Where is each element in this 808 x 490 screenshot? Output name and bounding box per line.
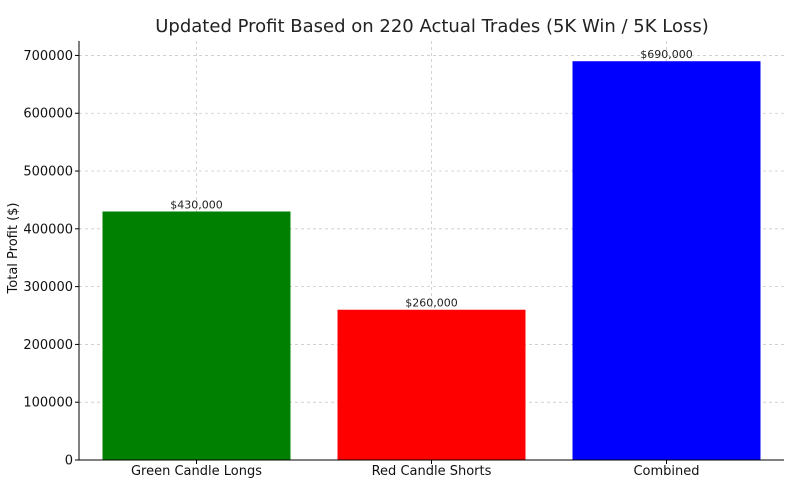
y-tick-label: 300000 bbox=[23, 280, 73, 295]
data-label: $430,000 bbox=[170, 198, 223, 211]
y-tick-label: 100000 bbox=[23, 396, 73, 411]
bar-red-candle-shorts bbox=[337, 309, 526, 460]
bar-combined bbox=[572, 61, 761, 460]
y-tick-label: 400000 bbox=[23, 222, 73, 237]
x-tick-label: Red Candle Shorts bbox=[372, 464, 492, 479]
axes: 0 100000 200000 300000 400000 500000 600000 700… bbox=[23, 41, 784, 479]
y-axis-label: Total Profit ($) bbox=[6, 203, 21, 295]
data-label: $260,000 bbox=[405, 297, 458, 310]
y-tick-label: 200000 bbox=[23, 338, 73, 353]
bars bbox=[102, 61, 761, 460]
x-tick-label: Combined bbox=[633, 464, 699, 479]
y-tick-label: 700000 bbox=[23, 49, 73, 64]
y-tick-label: 500000 bbox=[23, 165, 73, 180]
y-tick-label: 0 bbox=[65, 454, 73, 469]
data-labels: $430,000 $260,000 $690,000 bbox=[170, 48, 693, 310]
data-label: $690,000 bbox=[640, 48, 693, 61]
chart-title: Updated Profit Based on 220 Actual Trade… bbox=[155, 16, 709, 37]
x-tick-label: Green Candle Longs bbox=[131, 464, 262, 479]
y-tick-label: 600000 bbox=[23, 107, 73, 122]
bar-green-candle-longs bbox=[102, 211, 291, 460]
